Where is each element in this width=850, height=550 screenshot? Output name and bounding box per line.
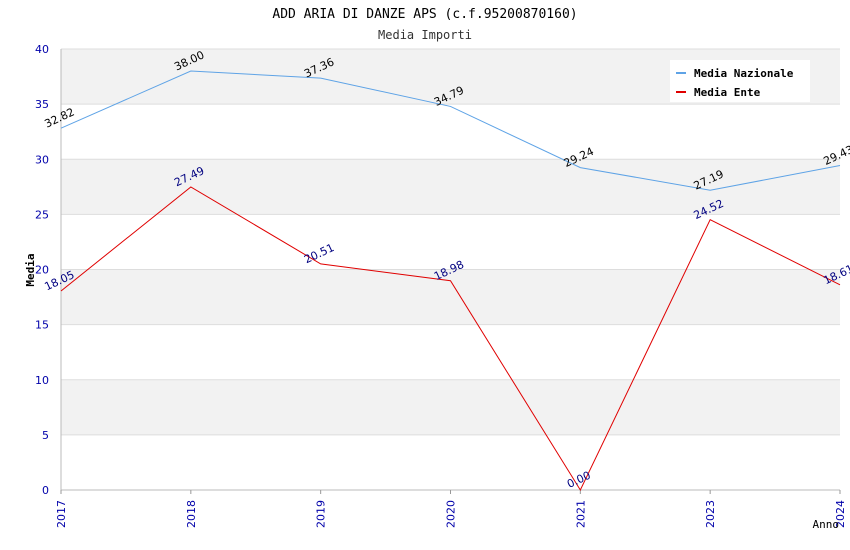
series-group [60,70,841,492]
x-tick-label: 2021 [574,500,587,528]
grid-band [61,324,840,380]
legend-label: Media Ente [694,86,761,99]
y-tick-label: 15 [35,319,49,332]
y-tick-label: 35 [35,98,49,111]
y-axis-ticks: 0 5 10 15 20 25 30 35 40 [35,43,49,497]
x-tick-label: 2023 [704,500,717,528]
grid-band [61,214,840,270]
grid-band [61,104,840,160]
legend-box [670,60,810,102]
series-line-media-nazionale [60,70,841,191]
y-axis-label: Media [24,253,37,286]
x-tick-label: 2020 [445,500,458,528]
chart-title: ADD ARIA DI DANZE APS (c.f.95200870160) [272,7,577,22]
y-tick-label: 25 [35,208,49,221]
legend-label: Media Nazionale [694,67,794,80]
y-tick-label: 5 [42,429,49,442]
x-tick-label: 2019 [315,500,328,528]
chart-subtitle: Media Importi [378,28,472,42]
axes [60,49,841,494]
grid-band [61,269,840,325]
grid-band [61,379,840,435]
series-line-media-ente [60,186,841,492]
x-axis-ticks: 2017 2018 2019 2020 2021 2023 2024 [55,500,847,528]
y-tick-label: 0 [42,484,49,497]
y-tick-label: 30 [35,153,49,166]
x-axis-label: Anno [813,518,840,531]
x-tick-label: 2024 [834,500,847,528]
grid-bands [61,49,840,490]
legend: Media Nazionale Media Ente [670,60,810,102]
y-tick-label: 10 [35,374,49,387]
grid-band [61,434,840,490]
x-tick-label: 2018 [185,500,198,528]
y-tick-label: 20 [35,264,49,277]
y-tick-label: 40 [35,43,49,56]
x-tick-label: 2017 [55,500,68,528]
